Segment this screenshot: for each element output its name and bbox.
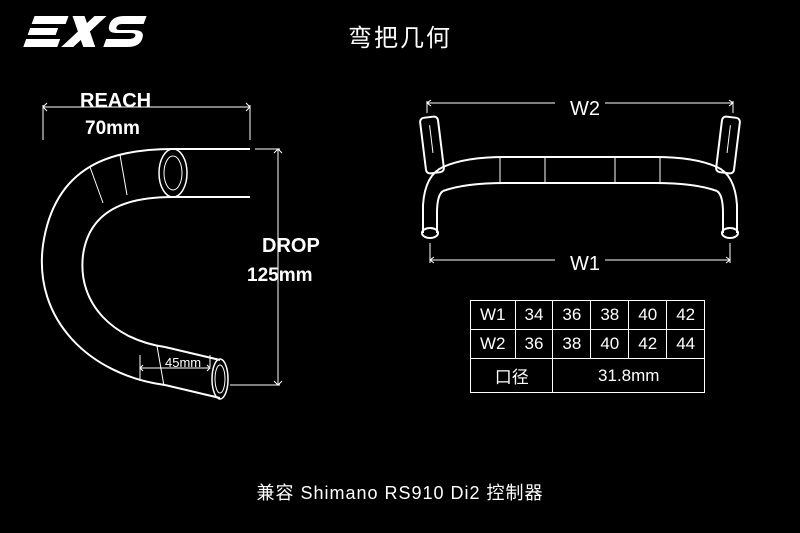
- cell: 40: [591, 330, 629, 359]
- cell: 42: [667, 301, 705, 330]
- caliber-label: 口径: [471, 359, 553, 393]
- row-label: W2: [471, 330, 516, 359]
- cell: 38: [591, 301, 629, 330]
- cell: 40: [629, 301, 667, 330]
- reach-value: 70mm: [85, 118, 140, 140]
- w2-label: W2: [570, 98, 600, 121]
- table-row: 口径 31.8mm: [471, 359, 705, 393]
- cell: 36: [553, 301, 591, 330]
- w1-label: W1: [570, 253, 600, 276]
- cell: 38: [553, 330, 591, 359]
- cell: 36: [515, 330, 553, 359]
- cell: 34: [515, 301, 553, 330]
- reach-label: REACH: [80, 90, 151, 113]
- drop-value: 125mm: [247, 265, 313, 287]
- page-title: 弯把几何: [348, 18, 452, 53]
- cell: 42: [629, 330, 667, 359]
- spec-table: W1 34 36 38 40 42 W2 36 38 40 42 44 口径 3…: [470, 300, 705, 393]
- caliber-value: 31.8mm: [553, 359, 705, 393]
- cell: 44: [667, 330, 705, 359]
- brand-logo: [18, 12, 158, 57]
- footer-text: 兼容 Shimano RS910 Di2 控制器: [256, 479, 543, 505]
- front-view-diagram: [395, 95, 765, 275]
- drop-label: DROP: [262, 235, 320, 258]
- tube-dim-label: 45mm: [165, 355, 201, 370]
- table-row: W2 36 38 40 42 44: [471, 330, 705, 359]
- table-row: W1 34 36 38 40 42: [471, 301, 705, 330]
- row-label: W1: [471, 301, 516, 330]
